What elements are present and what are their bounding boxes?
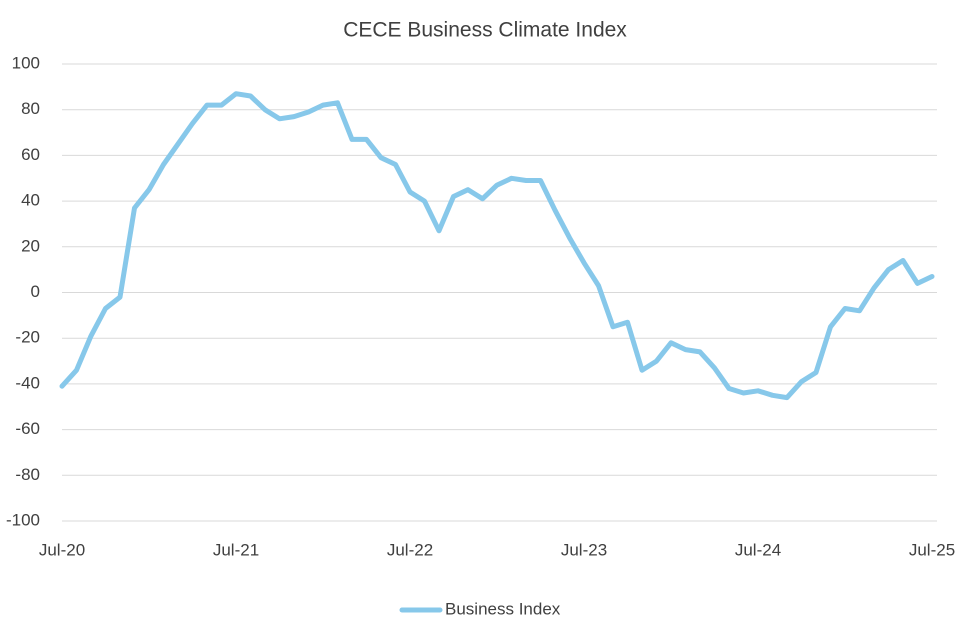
- data-line: [59, 91, 935, 401]
- y-tick-label: 0: [31, 282, 40, 301]
- y-tick-label: 20: [21, 236, 40, 255]
- y-tick-label: -60: [15, 419, 40, 438]
- x-tick-label: Jul-20: [39, 540, 85, 559]
- y-tick-label: 80: [21, 99, 40, 118]
- x-tick-label: Jul-22: [387, 540, 433, 559]
- x-tick-label: Jul-25: [909, 540, 955, 559]
- y-tick-label: -20: [15, 328, 40, 347]
- y-tick-label: 60: [21, 145, 40, 164]
- y-tick-label: -40: [15, 373, 40, 392]
- x-tick-label: Jul-24: [735, 540, 781, 559]
- x-tick-label: Jul-21: [213, 540, 259, 559]
- y-tick-label: 40: [21, 191, 40, 210]
- y-tick-label: 100: [12, 53, 40, 72]
- chart-title: CECE Business Climate Index: [343, 19, 627, 42]
- y-tick-label: -80: [15, 465, 40, 484]
- y-tick-label: -100: [6, 510, 40, 529]
- x-tick-label: Jul-23: [561, 540, 607, 559]
- legend-label: Business Index: [445, 599, 561, 618]
